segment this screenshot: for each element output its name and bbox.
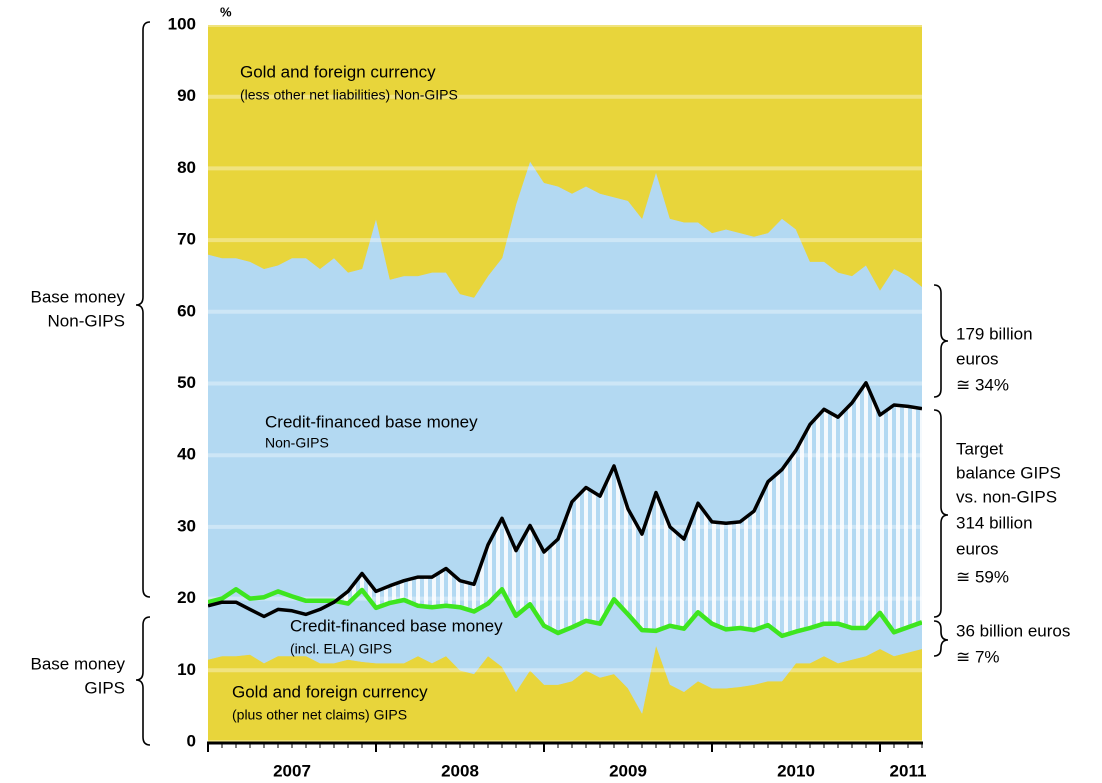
bracket-label: vs. non-GIPS: [956, 487, 1057, 506]
y-tick-label: 0: [187, 731, 196, 750]
bracket-label: Base money: [31, 654, 126, 673]
y-tick-label: 10: [177, 660, 196, 679]
gips-credit-line: [208, 587, 922, 639]
y-tick-label: 30: [177, 516, 196, 535]
bracket-label: GIPS: [84, 678, 125, 697]
bracket-label: 36 billion euros: [956, 621, 1070, 640]
bracket-label: euros: [956, 349, 999, 368]
bracket-label: ≅ 7%: [956, 647, 1000, 666]
bracket-label: ≅ 59%: [956, 567, 1009, 586]
y-tick-label: 90: [177, 86, 196, 105]
area-label: Credit-financed base money: [265, 412, 478, 431]
bracket: [135, 616, 151, 746]
bracket-label: Target: [956, 439, 1004, 458]
area-label: Gold and foreign currency: [240, 62, 436, 81]
area-label: Credit-financed base money: [290, 616, 503, 635]
area-label: Gold and foreign currency: [232, 682, 428, 701]
target-line: [208, 381, 922, 619]
x-tick-label: 2010: [777, 761, 815, 780]
x-tick-label: 2011: [890, 761, 927, 780]
bracket-label: balance GIPS: [956, 463, 1061, 482]
target-hatch: [208, 382, 922, 636]
bracket-label: 314 billion: [956, 513, 1033, 532]
x-tick-label: 2008: [441, 761, 479, 780]
bracket: [135, 21, 151, 598]
area-sublabel: Non-GIPS: [265, 435, 329, 451]
bracket-label: Base money: [31, 287, 126, 306]
bracket: [933, 620, 949, 657]
bracket-label: ≅ 34%: [956, 375, 1009, 394]
y-tick-label: 60: [177, 301, 196, 320]
plot-area: [208, 25, 922, 742]
bracket: [933, 284, 949, 398]
area-sublabel: (incl. ELA) GIPS: [290, 641, 392, 657]
area: [208, 25, 922, 298]
y-tick-label: 100: [168, 14, 196, 33]
y-tick-label: 40: [177, 445, 196, 464]
x-tick-label: 2009: [609, 761, 647, 780]
bracket: [933, 409, 949, 618]
y-tick-label: 70: [177, 230, 196, 249]
y-tick-label: 20: [177, 588, 196, 607]
overlay: 0 10 20 30 40 50 60 70 80 90 100 2007 2008 2009 2010 20…: [168, 14, 927, 780]
area-sublabel: (less other net liabilities) Non-GIPS: [240, 87, 458, 103]
bracket-label: euros: [956, 539, 999, 558]
area-sublabel: (plus other net claims) GIPS: [232, 707, 407, 723]
y-tick-label: 80: [177, 158, 196, 177]
bracket-label: Non-GIPS: [48, 311, 125, 330]
x-tick-label: 2007: [273, 761, 311, 780]
bracket-label: 179 billion: [956, 324, 1033, 343]
y-unit: %: [220, 4, 232, 19]
y-tick-label: 50: [177, 373, 196, 392]
